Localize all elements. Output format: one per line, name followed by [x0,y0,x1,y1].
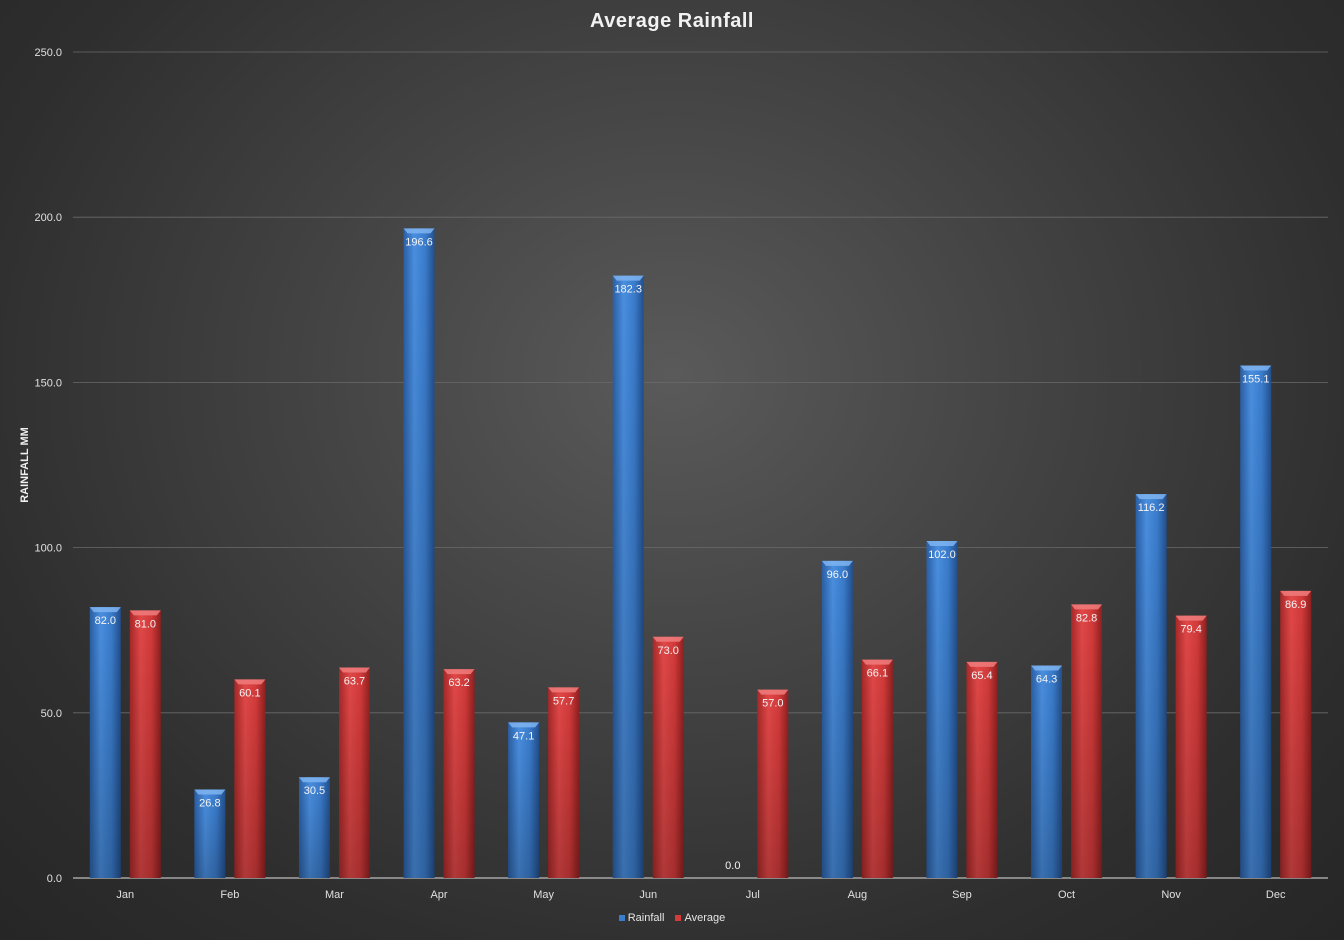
bar-shading [403,228,435,878]
bar-cap [757,689,789,695]
bar-cap [508,722,540,728]
bar-cap [234,679,266,685]
bar-shading [612,275,644,878]
bar-cap [1240,365,1272,371]
data-label-average: 63.2 [448,677,469,689]
bar-shading [1135,494,1167,878]
bar-shading [757,689,789,878]
bar-shading [652,636,684,878]
x-tick-label: Jun [639,889,657,901]
bar-cap [1031,665,1063,671]
bar-cap [926,540,958,546]
data-label-rainfall: 64.3 [1036,674,1057,686]
bar-cap [403,228,435,234]
legend-marker-average [675,915,682,921]
bar-cap [1071,604,1103,610]
bar-shading [926,540,958,878]
y-tick-label: 0.0 [47,873,62,885]
x-tick-label: May [533,889,554,901]
x-tick-label: Jul [746,889,760,901]
data-label-average: 86.9 [1285,599,1306,611]
data-label-average: 65.4 [971,670,992,682]
bar-cap [612,275,644,281]
bar-cap [1135,494,1167,500]
bar-shading [443,669,475,878]
bar-shading [1031,665,1063,878]
bar-shading [89,607,121,878]
data-label-rainfall: 182.3 [614,284,642,296]
data-label-rainfall: 155.1 [1242,374,1270,386]
x-tick-label: Mar [325,889,344,901]
data-label-average: 60.1 [239,687,260,699]
bar-cap [194,789,226,795]
bar-cap [548,687,580,693]
data-label-average: 81.0 [135,618,156,630]
bar-shading [129,610,161,878]
data-label-average: 82.8 [1076,612,1097,624]
bar-cap [129,610,161,616]
y-tick-label: 150.0 [34,377,62,389]
data-label-average: 66.1 [867,668,888,680]
bar-shading [1071,604,1103,878]
data-label-rainfall: 196.6 [405,236,433,248]
data-label-average: 57.7 [553,695,574,707]
bar-cap [443,669,475,675]
data-label-average: 79.4 [1180,624,1201,636]
data-label-rainfall: 30.5 [304,785,325,797]
data-label-rainfall: 96.0 [827,569,848,581]
bar-shading [548,687,580,878]
x-tick-label: Sep [952,889,972,901]
data-label-average: 73.0 [657,645,678,657]
bar-shading [821,560,853,878]
legend-label-rainfall: Rainfall [627,912,665,924]
x-tick-label: Feb [220,889,239,901]
data-label-average: 57.0 [762,698,783,710]
legend-label-average: Average [684,912,726,924]
data-label-rainfall: 26.8 [199,797,220,809]
legend-item-rainfall: Rainfall [618,912,665,924]
bar-shading [1175,615,1207,878]
bar-cap [821,560,853,566]
data-label-rainfall: 82.0 [95,615,116,627]
bar-shading [508,722,540,878]
bar-shading [1240,365,1272,879]
bar-cap [338,667,370,673]
bar-shading [298,777,330,878]
chart-title: Average Rainfall [590,10,754,32]
x-tick-label: Oct [1058,889,1075,901]
x-tick-label: Apr [430,889,447,901]
bar-cap [966,661,998,667]
x-tick-label: Nov [1161,889,1181,901]
x-tick-label: Jan [116,889,134,901]
data-label-rainfall: 47.1 [513,730,534,742]
bar-cap [652,636,684,642]
bar-shading [338,667,370,878]
bar-cap [1175,615,1207,621]
bar-cap [1280,590,1312,596]
bar-shading [966,661,998,878]
bar-cap [89,607,121,613]
x-tick-label: Dec [1266,889,1286,901]
x-tick-label: Aug [848,889,868,901]
y-tick-label: 200.0 [34,212,62,224]
legend-item-average: Average [675,912,725,924]
data-label-average: 63.7 [344,676,365,688]
y-tick-label: 250.0 [34,47,62,59]
legend-marker-rainfall [618,915,625,921]
bar-shading [861,659,893,878]
bar-shading [194,789,226,878]
y-tick-label: 50.0 [41,708,62,720]
data-label-rainfall: 0.0 [725,860,740,872]
bar-cap [298,777,330,783]
data-label-rainfall: 102.0 [928,549,956,561]
bar-shading [234,679,266,878]
legend: Rainfall Average [0,912,1344,924]
data-label-rainfall: 116.2 [1138,502,1165,514]
bar-cap [861,659,893,665]
bar-shading [1280,590,1312,878]
y-tick-label: 100.0 [34,543,62,555]
